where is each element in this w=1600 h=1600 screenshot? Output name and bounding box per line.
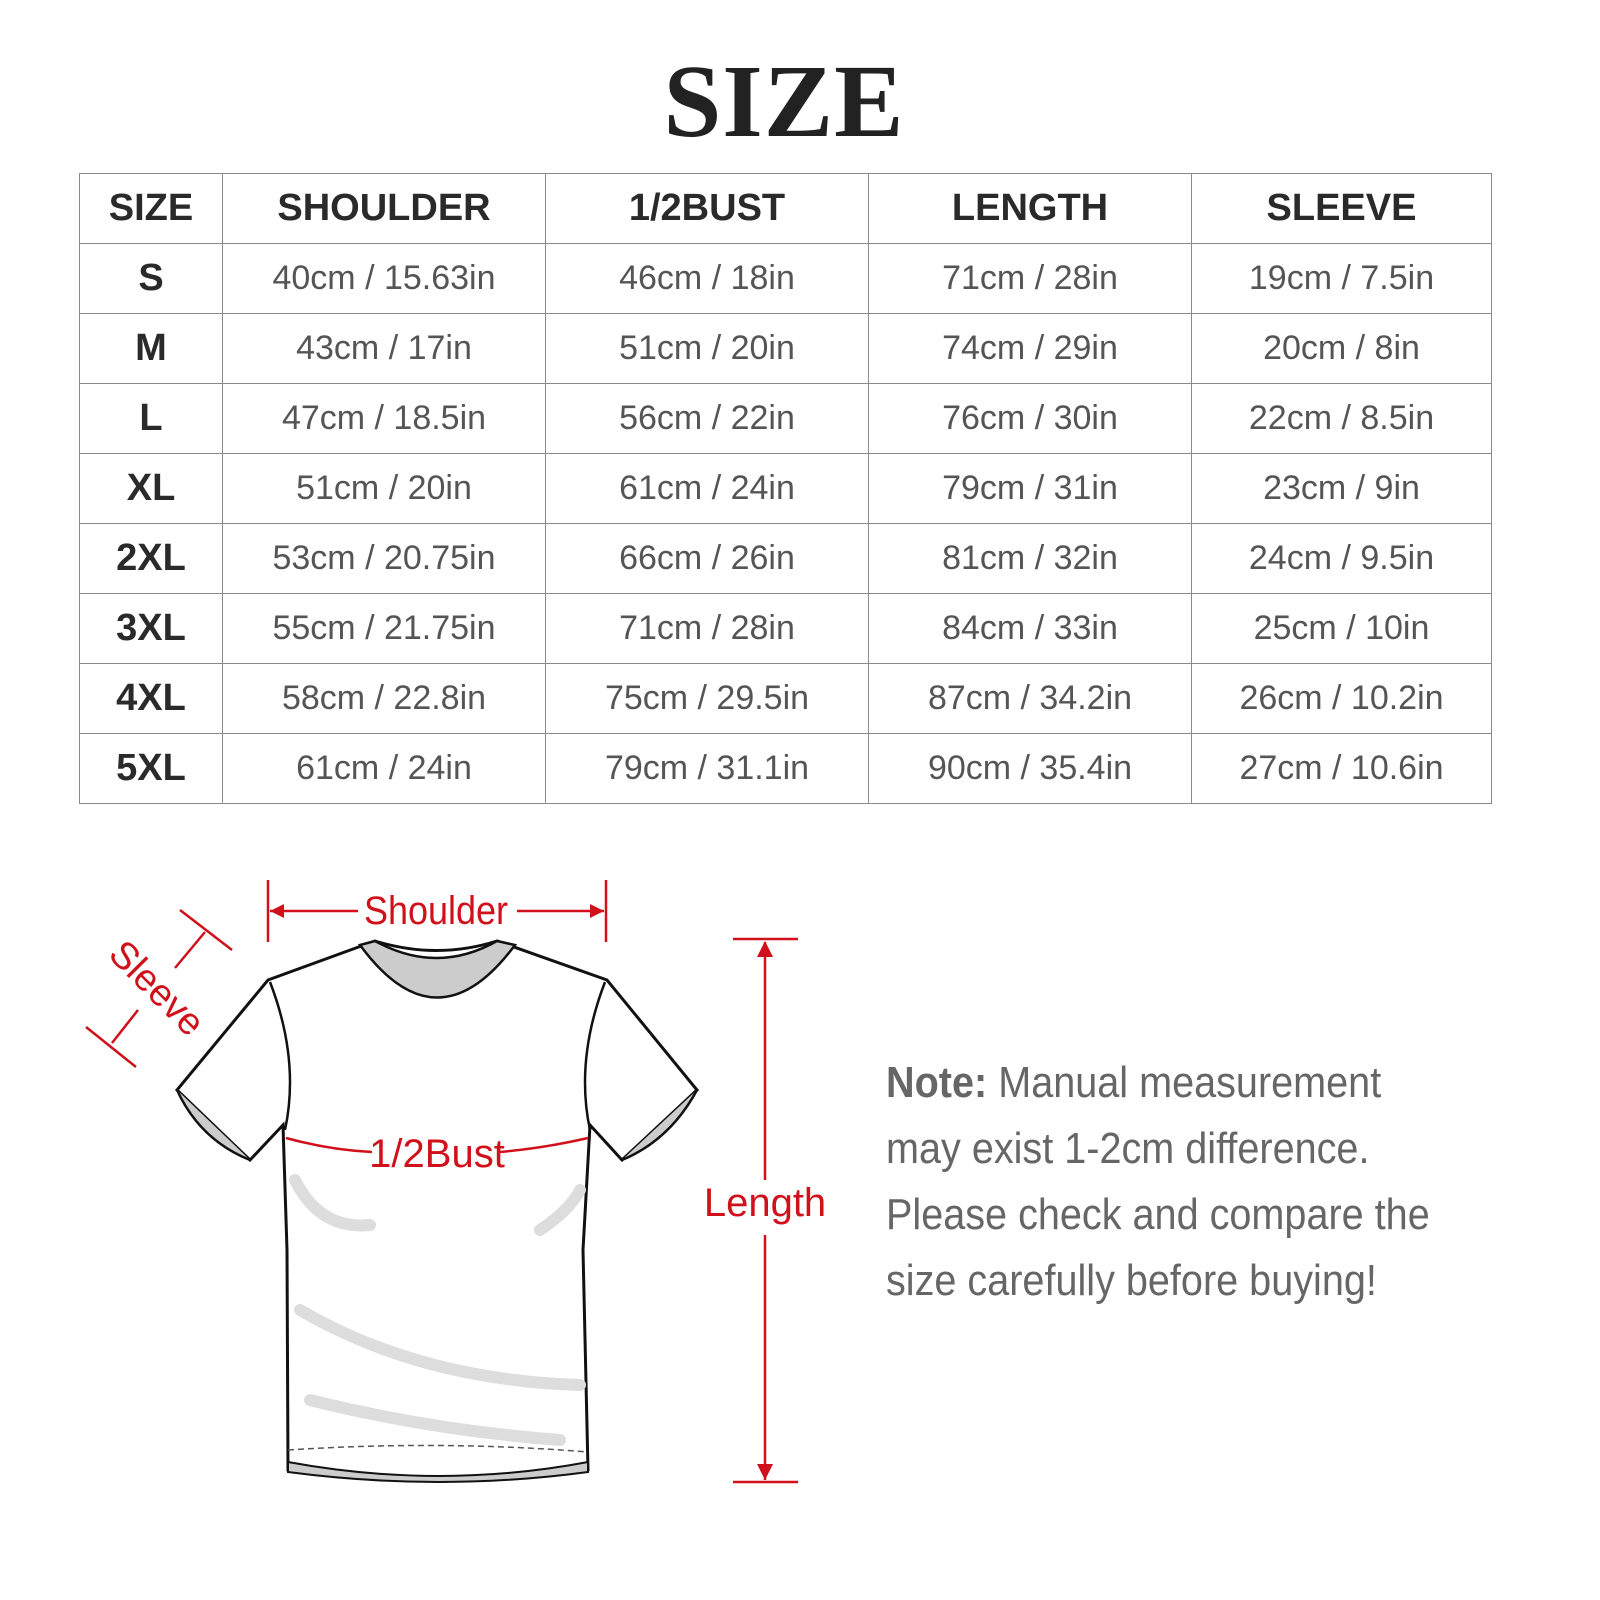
measurement-cell: 61cm / 24in	[545, 453, 869, 524]
column-header-sleeve: SLEEVE	[1191, 173, 1492, 244]
size-cell: 4XL	[79, 663, 223, 734]
measurement-cell: 46cm / 18in	[545, 243, 869, 314]
measurement-cell: 66cm / 26in	[545, 523, 869, 594]
size-chart-table: SIZE SHOULDER 1/2BUST LENGTH SLEEVE S 40cm / …	[79, 173, 1492, 804]
measurement-cell: 79cm / 31in	[868, 453, 1192, 524]
measurement-cell: 61cm / 24in	[222, 733, 546, 804]
measurement-cell: 71cm / 28in	[545, 593, 869, 664]
table-row: L 47cm / 18.5in 56cm / 22in 76cm / 30in 22cm…	[79, 383, 1492, 454]
sleeve-label: Sleeve	[100, 933, 212, 1045]
measurement-cell: 58cm / 22.8in	[222, 663, 546, 734]
note-text: Note: Manual measurement may exist 1-2cm…	[886, 1050, 1444, 1314]
table-row: S 40cm / 15.63in 46cm / 18in 71cm / 28in 19c…	[79, 243, 1492, 314]
measurement-cell: 20cm / 8in	[1191, 313, 1492, 384]
measurement-cell: 23cm / 9in	[1191, 453, 1492, 524]
size-cell: 3XL	[79, 593, 223, 664]
note-body: Manual measurement may exist 1-2cm diffe…	[886, 1058, 1430, 1305]
measurement-cell: 19cm / 7.5in	[1191, 243, 1492, 314]
column-header-shoulder: SHOULDER	[222, 173, 546, 244]
note-label: Note:	[886, 1058, 988, 1107]
measurement-cell: 47cm / 18.5in	[222, 383, 546, 454]
shoulder-measure	[266, 880, 608, 942]
measurement-cell: 81cm / 32in	[868, 523, 1192, 594]
measurement-cell: 24cm / 9.5in	[1191, 523, 1492, 594]
column-header-length: LENGTH	[868, 173, 1192, 244]
measurement-cell: 22cm / 8.5in	[1191, 383, 1492, 454]
measurement-cell: 75cm / 29.5in	[545, 663, 869, 734]
column-header-size: SIZE	[79, 173, 223, 244]
table-row: 4XL 58cm / 22.8in 75cm / 29.5in 87cm / 34.2…	[79, 663, 1492, 734]
measurement-cell: 53cm / 20.75in	[222, 523, 546, 594]
shoulder-label: Shoulder	[364, 889, 508, 933]
size-cell: 5XL	[79, 733, 223, 804]
measurement-cell: 51cm / 20in	[222, 453, 546, 524]
measurement-cell: 25cm / 10in	[1191, 593, 1492, 664]
measurement-cell: 76cm / 30in	[868, 383, 1192, 454]
sleeve-measure	[85, 909, 233, 1068]
measurement-cell: 79cm / 31.1in	[545, 733, 869, 804]
table-row: 5XL 61cm / 24in 79cm / 31.1in 90cm / 35.4in…	[79, 733, 1492, 804]
measurement-cell: 90cm / 35.4in	[868, 733, 1192, 804]
tshirt-illustration	[174, 939, 700, 1483]
measurement-cell: 26cm / 10.2in	[1191, 663, 1492, 734]
measurement-cell: 51cm / 20in	[545, 313, 869, 384]
size-cell: L	[79, 383, 223, 454]
measurement-cell: 71cm / 28in	[868, 243, 1192, 314]
tshirt-measurement-diagram: Shoulder Sleeve 1/2Bust Length	[85, 880, 826, 1484]
length-measure	[733, 937, 798, 1484]
column-header-1-2bust: 1/2BUST	[545, 173, 869, 244]
measurement-cell: 40cm / 15.63in	[222, 243, 546, 314]
table-row: XL 51cm / 20in 61cm / 24in 79cm / 31in 23cm …	[79, 453, 1492, 524]
bust-label: 1/2Bust	[369, 1132, 505, 1176]
size-cell: XL	[79, 453, 223, 524]
length-label: Length	[704, 1181, 826, 1225]
size-cell: M	[79, 313, 223, 384]
measurement-cell: 55cm / 21.75in	[222, 593, 546, 664]
table-row: 3XL 55cm / 21.75in 71cm / 28in 84cm / 33in 2…	[79, 593, 1492, 664]
measurement-cell: 27cm / 10.6in	[1191, 733, 1492, 804]
bust-measure	[285, 1136, 589, 1154]
measurement-cell: 84cm / 33in	[868, 593, 1192, 664]
table-row: M 43cm / 17in 51cm / 20in 74cm / 29in 20cm /…	[79, 313, 1492, 384]
measurement-cell: 43cm / 17in	[222, 313, 546, 384]
measurement-cell: 74cm / 29in	[868, 313, 1192, 384]
page-title: SIZE	[663, 44, 905, 159]
size-cell: 2XL	[79, 523, 223, 594]
measurement-cell: 87cm / 34.2in	[868, 663, 1192, 734]
measurement-cell: 56cm / 22in	[545, 383, 869, 454]
table-header-row: SIZE SHOULDER 1/2BUST LENGTH SLEEVE	[79, 173, 1492, 244]
table-row: 2XL 53cm / 20.75in 66cm / 26in 81cm / 32in 2…	[79, 523, 1492, 594]
size-cell: S	[79, 243, 223, 314]
